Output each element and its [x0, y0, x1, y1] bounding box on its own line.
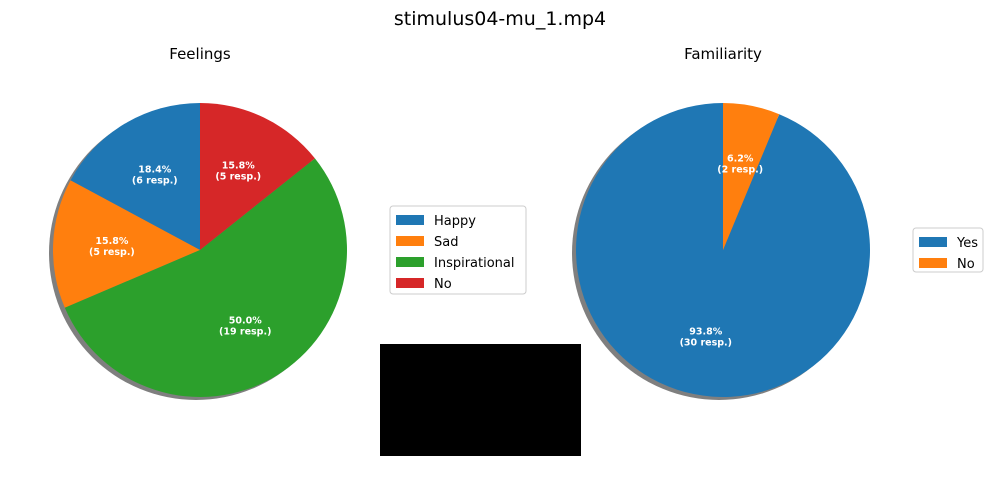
feelings-slice-label-inspirational: 50.0% (19 resp.)	[219, 316, 271, 338]
feelings-slice-label-happy: 18.4% (6 resp.)	[132, 164, 178, 186]
familiarity-title: Familiarity	[684, 45, 762, 63]
feelings-legend-label-no: No	[434, 277, 452, 292]
feelings-legend-label-happy: Happy	[434, 214, 476, 229]
pie-chart-feelings: Feelings 18.4% (6 resp.) 15.8% (5 resp.) 50.0…	[49, 45, 527, 400]
familiarity-slice-label-no: 6.2% (2 resp.)	[717, 153, 763, 175]
feelings-slice-no	[200, 103, 315, 250]
familiarity-legend-swatch-yes	[919, 237, 947, 247]
familiarity-legend-swatch-no	[919, 258, 947, 268]
feelings-legend-label-sad: Sad	[434, 235, 458, 250]
pie-chart-familiarity: Familiarity 93.8% (30 resp.) 6.2% (2 resp.) Y…	[572, 45, 984, 400]
familiarity-slice-label-yes: 93.8% (30 resp.)	[680, 327, 732, 349]
feelings-slice-happy	[70, 103, 200, 250]
feelings-legend-swatch-no	[396, 278, 424, 288]
feelings-slice-sad	[52, 180, 200, 308]
feelings-legend-swatch-happy	[396, 215, 424, 225]
feelings-title: Feelings	[169, 45, 231, 63]
familiarity-slice-no	[723, 103, 780, 250]
video-placeholder-panel	[380, 344, 581, 456]
feelings-slice-label-sad: 15.8% (5 resp.)	[89, 236, 135, 258]
figure-suptitle: stimulus04-mu_1.mp4	[394, 8, 606, 30]
feelings-legend: Happy Sad Inspirational No	[389, 205, 527, 295]
familiarity-legend: Yes No	[912, 227, 984, 273]
feelings-slice-inspirational	[64, 158, 347, 397]
feelings-legend-label-inspirational: Inspirational	[434, 256, 515, 271]
familiarity-legend-label-yes: Yes	[956, 236, 978, 251]
feelings-legend-swatch-sad	[396, 236, 424, 246]
feelings-legend-swatch-inspirational	[396, 257, 424, 267]
feelings-slice-label-no: 15.8% (5 resp.)	[215, 161, 261, 183]
feelings-legend-frame	[389, 205, 527, 295]
familiarity-legend-label-no: No	[957, 257, 975, 272]
